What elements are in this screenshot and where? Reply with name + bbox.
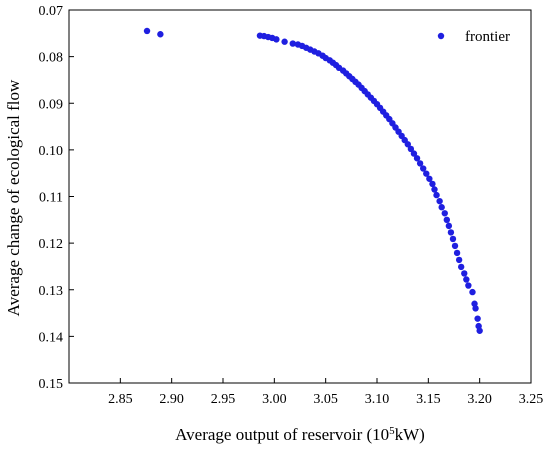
x-tick-label: 3.05 [313, 392, 338, 407]
frontier-point [441, 210, 448, 217]
x-tick-label: 2.95 [211, 392, 236, 407]
frontier-point [410, 150, 418, 157]
y-tick-label: 0.07 [39, 4, 64, 19]
frontier-point [443, 216, 451, 224]
frontier-points [143, 27, 483, 334]
frontier-point [474, 315, 481, 322]
frontier-point [451, 242, 459, 250]
frontier-point [273, 36, 280, 43]
x-tick-label: 3.00 [262, 392, 287, 407]
frontier-point [438, 204, 445, 211]
frontier-point [472, 305, 479, 312]
y-tick-label: 0.13 [39, 284, 64, 299]
legend-label-frontier: frontier [465, 29, 510, 45]
y-tick-label: 0.12 [39, 237, 64, 252]
frontier-point [449, 235, 457, 243]
x-axis-title-superscript: 5 [389, 425, 395, 437]
x-tick-label: 2.90 [159, 392, 184, 407]
frontier-point [445, 222, 453, 230]
legend: frontier [437, 29, 510, 45]
y-tick-label: 0.08 [39, 51, 64, 66]
x-axis-ticks: 2.85 2.90 2.95 3.00 3.05 3.10 3.15 3.20 3.25 [108, 378, 543, 407]
x-tick-label: 2.85 [108, 392, 133, 407]
frontier-point [436, 197, 443, 205]
frontier-point [413, 155, 421, 162]
frontier-point [431, 186, 438, 193]
frontier-point [426, 175, 433, 182]
frontier-point [143, 27, 151, 35]
x-tick-label: 3.15 [416, 392, 441, 407]
x-tick-label: 3.20 [467, 392, 492, 407]
y-tick-label: 0.10 [39, 144, 64, 159]
frontier-point [416, 160, 424, 167]
y-axis-title: Average change of ecological flow [4, 79, 23, 316]
x-tick-label: 3.25 [519, 392, 544, 407]
frontier-point [463, 276, 470, 283]
x-axis-title: Average output of reservoir (105kW) [175, 425, 425, 444]
frontier-point [465, 282, 472, 289]
y-tick-label: 0.09 [39, 97, 64, 112]
frontier-point [429, 180, 436, 188]
y-tick-label: 0.14 [39, 330, 64, 345]
frontier-point [453, 249, 461, 257]
x-axis-title-end: kW) [395, 425, 425, 444]
frontier-point [281, 38, 288, 45]
frontier-point [447, 229, 455, 236]
frontier-point [157, 31, 164, 38]
frontier-point [457, 263, 465, 271]
frontier-point [404, 141, 411, 148]
y-tick-label: 0.11 [39, 191, 63, 206]
frontier-point [476, 327, 483, 334]
frontier-point [289, 40, 297, 47]
frontier-point [455, 256, 463, 264]
x-tick-label: 3.10 [365, 392, 390, 407]
x-axis-title-main: Average output of reservoir (10 [175, 425, 389, 444]
frontier-point [407, 145, 415, 153]
frontier-point [420, 165, 427, 172]
frontier-point [469, 288, 476, 296]
y-tick-label: 0.15 [39, 377, 64, 392]
frontier-point [433, 191, 440, 199]
legend-marker [437, 32, 445, 40]
frontier-point [461, 270, 468, 277]
y-axis-ticks: 0.07 0.08 0.09 0.10 0.11 0.12 0.13 0.14 0.15 [39, 4, 74, 392]
plot-area-frame [68, 9, 532, 384]
frontier-point [423, 170, 430, 177]
